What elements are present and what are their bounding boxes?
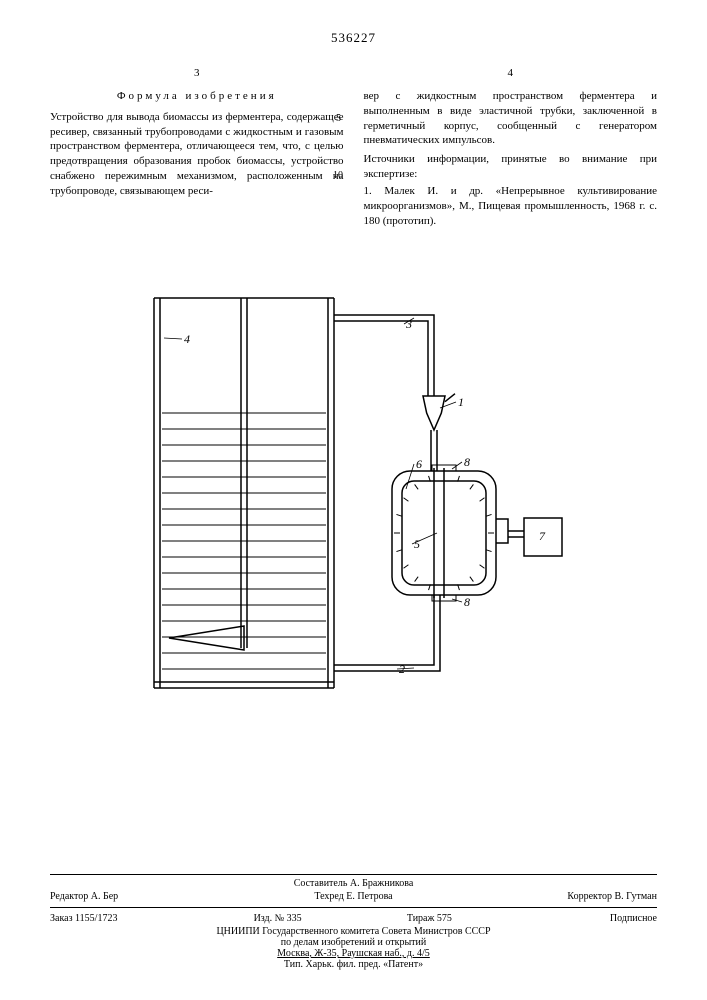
svg-text:3: 3 xyxy=(405,317,412,331)
footer-techred: Техред Е. Петрова xyxy=(252,891,454,902)
footer-podpis: Подписное xyxy=(505,913,657,924)
line-number-5: 5 xyxy=(336,113,341,124)
patent-number: 536227 xyxy=(50,30,657,46)
footer-editor: Редактор А. Бер xyxy=(50,891,252,902)
text-columns: 3 Формула изобретения Устройство для выв… xyxy=(50,66,657,228)
footer-org1: ЦНИИПИ Государственного комитета Совета … xyxy=(50,926,657,937)
footer-typ: Тип. Харьк. фил. пред. «Патент» xyxy=(50,959,657,970)
svg-text:1: 1 xyxy=(458,395,464,409)
right-body-3: 1. Малек И. и др. «Непрерывное культивир… xyxy=(364,184,658,229)
footer-order: Заказ 1155/1723 xyxy=(50,913,202,924)
formula-heading: Формула изобретения xyxy=(50,89,344,104)
footer-compiler: Составитель А. Бражникова xyxy=(50,878,657,889)
svg-text:6: 6 xyxy=(416,457,422,471)
footer: Составитель А. Бражникова Редактор А. Бе… xyxy=(50,871,657,970)
diagram-svg: 123456788 xyxy=(144,268,564,708)
svg-text:8: 8 xyxy=(464,595,470,609)
left-column: 3 Формула изобретения Устройство для выв… xyxy=(50,66,344,228)
figure: 123456788 xyxy=(50,268,657,713)
line-number-10: 10 xyxy=(333,170,343,181)
svg-text:5: 5 xyxy=(414,537,420,551)
left-body: Устройство для вывода биомассы из фермен… xyxy=(50,110,344,199)
footer-corrector: Корректор В. Гутман xyxy=(455,891,657,902)
svg-text:8: 8 xyxy=(464,455,470,469)
svg-text:7: 7 xyxy=(539,529,546,543)
right-column: 4 вер с жидкостным пространством фермент… xyxy=(364,66,658,228)
right-body-1: вер с жидкостным пространством ферментер… xyxy=(364,89,658,148)
right-body-2: Источники информации, принятые во вниман… xyxy=(364,152,658,182)
footer-addr: Москва, Ж-35, Раушская наб., д. 4/5 xyxy=(50,948,657,959)
col-no-right: 4 xyxy=(364,66,658,81)
footer-org2: по делам изобретений и открытий xyxy=(50,937,657,948)
col-no-left: 3 xyxy=(50,66,344,81)
svg-text:4: 4 xyxy=(184,332,190,346)
footer-tirazh: Тираж 575 xyxy=(354,913,506,924)
footer-izd: Изд. № 335 xyxy=(202,913,354,924)
